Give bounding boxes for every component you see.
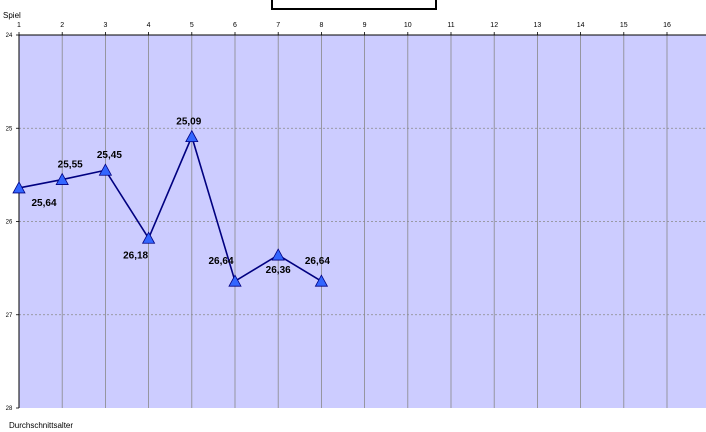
x-tick-label: 10	[404, 22, 412, 29]
x-tick-label: 2	[60, 22, 64, 29]
x-tick-label: 1	[17, 22, 21, 29]
x-tick-label: 4	[147, 22, 151, 29]
data-label: 26,64	[305, 256, 330, 267]
y-tick-label: 28	[6, 406, 13, 412]
x-tick-label: 8	[319, 22, 323, 29]
data-label: 25,55	[58, 160, 83, 171]
x-tick-label: 7	[276, 22, 280, 29]
data-point-marker	[228, 274, 242, 287]
title-box	[271, 0, 437, 10]
horizontal-gridlines	[19, 127, 706, 316]
data-point-marker	[12, 181, 26, 194]
y-tick-label: 24	[6, 33, 13, 39]
y-tick-label: 26	[6, 220, 13, 226]
x-tick-label: 5	[190, 22, 194, 29]
data-labels: 25,64 25,55 25,45 26,18 25,09 26,64 26,36 26,64	[31, 117, 330, 276]
data-label: 25,09	[176, 117, 201, 128]
data-point-marker	[185, 129, 199, 143]
x-tick-label: 16	[663, 22, 671, 29]
data-point-marker	[55, 172, 69, 185]
x-axis-title: Spiel	[3, 11, 21, 20]
x-tick-label: 12	[490, 22, 498, 29]
y-tick-labels: 24 25 26 27 28	[6, 33, 19, 412]
x-tick-label: 3	[103, 22, 107, 29]
data-label: 25,64	[31, 198, 56, 209]
series	[12, 129, 329, 287]
x-tick-labels: 123456789101112131415161	[17, 22, 671, 35]
data-point-marker	[141, 231, 156, 244]
data-label: 26,18	[123, 250, 148, 261]
x-tick-label: 11	[447, 22, 454, 29]
x-tick-label: 13	[534, 22, 542, 29]
data-label: 26,64	[208, 256, 233, 267]
y-axis-title: Durchschnittsalter	[9, 421, 73, 430]
plot-area	[19, 35, 706, 408]
data-label: 25,45	[97, 150, 122, 161]
data-label: 26,36	[266, 265, 291, 276]
x-tick-label: 15	[620, 22, 628, 29]
x-tick-label: 9	[363, 22, 367, 29]
series-line	[18, 134, 322, 283]
y-tick-label: 25	[6, 126, 13, 132]
y-tick-label: 27	[6, 313, 13, 319]
data-point-marker	[98, 163, 113, 176]
data-point-marker	[314, 274, 329, 287]
x-tick-label: 6	[233, 22, 237, 29]
x-tick-label: 14	[577, 22, 585, 29]
data-point-marker	[271, 248, 285, 261]
